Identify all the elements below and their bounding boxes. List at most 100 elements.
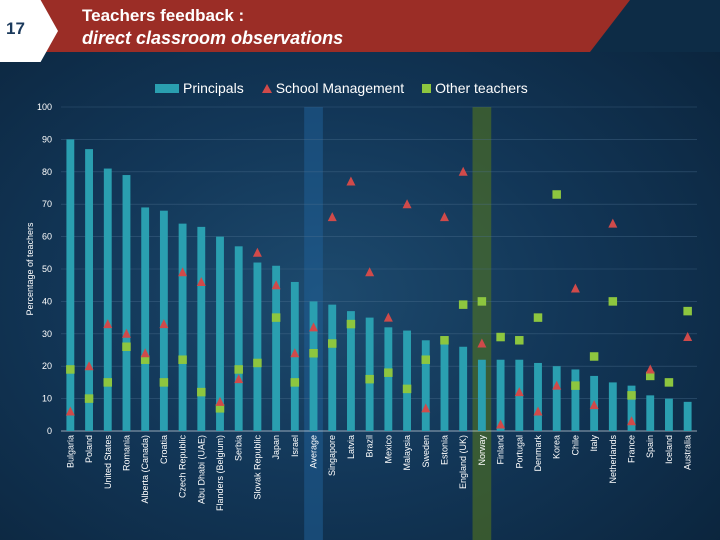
category-label-1: Poland: [84, 435, 94, 463]
point-other-teachers-15: [346, 319, 356, 329]
bar-principals-14: [328, 304, 337, 431]
category-label-6: Czech Republic: [178, 435, 188, 499]
category-label-33: Australia: [683, 435, 693, 470]
legend-bar-swatch: [155, 83, 179, 93]
point-school-management-10: [252, 247, 262, 257]
y-tick-label-10: 10: [42, 394, 52, 404]
category-label-26: Korea: [552, 435, 562, 459]
legend-item-principals: Principals: [155, 80, 244, 96]
y-tick-label-70: 70: [42, 199, 52, 209]
y-axis-label: Percentage of teachers: [25, 222, 35, 316]
slide-number: 17: [6, 19, 25, 38]
bar-principals-20: [440, 343, 449, 431]
point-school-management-18: [402, 199, 412, 209]
category-label-30: France: [627, 435, 637, 463]
y-tick-label-60: 60: [42, 232, 52, 242]
point-school-management-23: [496, 419, 506, 429]
legend-item-school-management: School Management: [261, 80, 405, 96]
point-other-teachers-17: [384, 368, 393, 377]
point-school-management-7: [196, 276, 206, 286]
legend-square-swatch: [422, 83, 432, 93]
point-school-management-1: [84, 361, 94, 371]
point-other-teachers-16: [365, 374, 374, 384]
category-label-12: Israel: [290, 435, 300, 457]
category-label-27: Chile: [570, 435, 580, 456]
bar-principals-6: [178, 223, 187, 431]
category-label-5: Croatia: [159, 435, 169, 464]
bar-principals-22: [477, 359, 486, 431]
point-other-teachers-23: [496, 332, 505, 342]
bar-principals-2: [103, 168, 112, 431]
point-school-management-22: [477, 338, 487, 348]
point-other-teachers-2: [103, 378, 113, 387]
bar-principals-18: [403, 330, 411, 431]
legend-label: School Management: [275, 80, 405, 96]
point-other-teachers-3: [122, 342, 131, 352]
bar-principals-1: [85, 149, 93, 431]
category-label-32: Iceland: [664, 435, 674, 464]
highlight-column-norway: [472, 107, 492, 540]
point-other-teachers-10: [253, 358, 262, 368]
point-other-teachers-0: [66, 365, 75, 374]
point-school-management-17: [383, 312, 393, 322]
y-tick-label-40: 40: [42, 296, 52, 306]
bar-principals-26: [552, 366, 561, 431]
bar-principals-27: [571, 369, 580, 431]
category-label-29: Netherlands: [608, 435, 618, 484]
point-other-teachers-11: [271, 313, 281, 322]
bar-principals-17: [384, 327, 393, 431]
category-label-18: Malaysia: [402, 435, 412, 471]
bar-principals-11: [272, 265, 281, 431]
category-label-7: Abu Dhabi (UAE): [196, 435, 206, 504]
point-other-teachers-30: [627, 391, 636, 400]
point-other-teachers-22: [477, 297, 487, 306]
bar-principals-10: [253, 262, 262, 431]
bar-principals-3: [122, 175, 131, 431]
category-label-13: Average: [309, 435, 319, 468]
point-other-teachers-14: [327, 339, 337, 348]
category-label-4: Alberta (Canada): [140, 435, 150, 504]
category-label-24: Portugal: [514, 435, 524, 469]
legend-label: Principals: [183, 80, 244, 96]
point-other-teachers-25: [533, 313, 543, 322]
point-other-teachers-4: [140, 355, 150, 364]
bar-principals-15: [347, 311, 355, 431]
point-school-management-20: [439, 212, 449, 222]
point-other-teachers-24: [515, 336, 524, 345]
y-tick-label-30: 30: [42, 329, 52, 339]
category-label-9: Serbia: [234, 435, 244, 461]
point-school-management-11: [271, 280, 281, 290]
point-school-management-16: [365, 267, 375, 277]
point-school-management-19: [421, 403, 431, 413]
category-label-3: Romania: [121, 435, 131, 471]
point-other-teachers-6: [178, 355, 187, 364]
bar-principals-21: [459, 346, 468, 431]
bar-principals-7: [197, 226, 206, 431]
bar-principals-32: [665, 398, 673, 431]
bar-principals-13: [309, 301, 318, 431]
point-other-teachers-29: [608, 297, 618, 306]
bar-principals-19: [421, 340, 430, 431]
category-label-21: England (UK): [458, 435, 468, 489]
category-label-22: Norway: [477, 435, 487, 466]
legend-label: Other teachers: [435, 80, 528, 96]
legend-item-other-teachers: Other teachers: [422, 80, 528, 96]
point-other-teachers-9: [234, 365, 243, 374]
point-school-management-2: [103, 319, 113, 329]
category-label-15: Latvia: [346, 435, 356, 459]
category-label-10: Slovak Republic: [252, 435, 262, 500]
point-school-management-33: [683, 332, 693, 342]
point-school-management-0: [65, 406, 75, 416]
point-school-management-26: [552, 380, 562, 390]
point-other-teachers-26: [552, 190, 561, 199]
category-label-14: Singapore: [327, 435, 337, 476]
y-tick-label-0: 0: [47, 426, 52, 436]
y-tick-label-50: 50: [42, 264, 52, 274]
bar-principals-23: [496, 359, 505, 431]
y-tick-label-80: 80: [42, 167, 52, 177]
point-other-teachers-1: [84, 394, 94, 403]
category-label-16: Brazil: [365, 435, 375, 458]
point-other-teachers-21: [458, 300, 468, 309]
point-school-management-31: [645, 364, 655, 374]
